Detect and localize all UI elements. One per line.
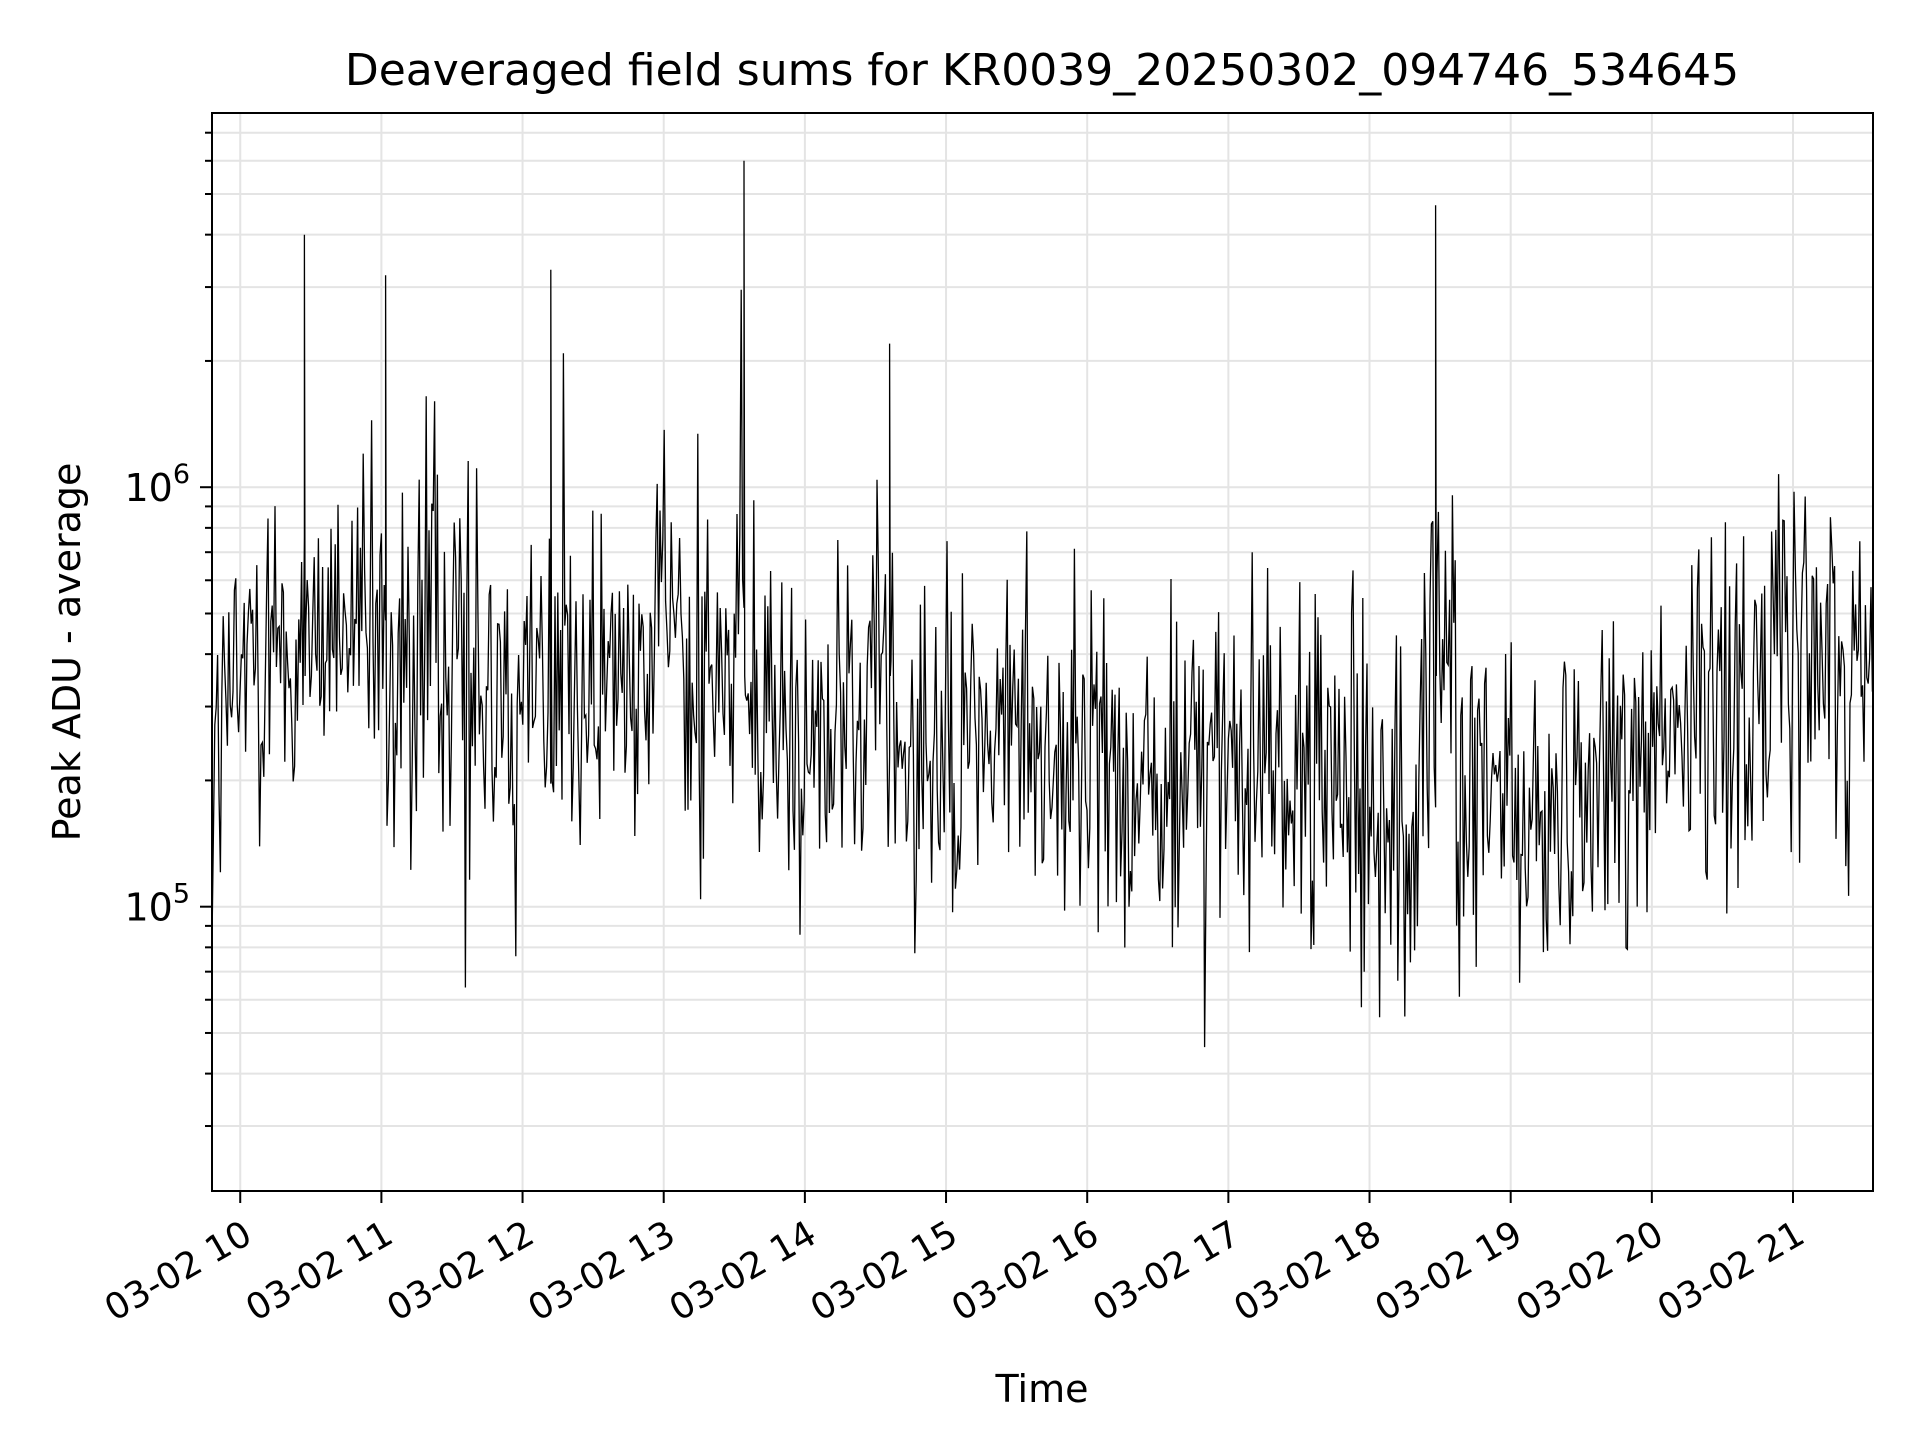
y-axis-label: Peak ADU - average — [45, 463, 89, 842]
x-tick-label: 03-02 18 — [1227, 1213, 1388, 1329]
x-tick-label: 03-02 15 — [804, 1213, 965, 1329]
y-tick-label: 105 — [124, 879, 190, 930]
x-tick-label: 03-02 17 — [1086, 1213, 1247, 1329]
x-tick-label: 03-02 16 — [945, 1213, 1106, 1329]
y-tick-label: 106 — [124, 459, 190, 510]
x-tick-label: 03-02 13 — [522, 1213, 683, 1329]
x-tick-label: 03-02 14 — [663, 1213, 824, 1329]
chart-title: Deaveraged field sums for KR0039_2025030… — [345, 45, 1739, 96]
x-tick-label: 03-02 20 — [1510, 1213, 1671, 1329]
x-axis-label: Time — [995, 1367, 1089, 1411]
x-tick-label: 03-02 11 — [239, 1213, 400, 1329]
grid-lines — [212, 113, 1873, 1191]
x-tick-label: 03-02 19 — [1369, 1213, 1530, 1329]
x-tick-label: 03-02 12 — [380, 1213, 541, 1329]
x-tick-label: 03-02 10 — [98, 1213, 259, 1329]
series-layer — [211, 160, 1874, 1048]
plot-frame — [211, 112, 1874, 1192]
y-ticks: 105 106 — [124, 131, 212, 1128]
series-line — [211, 160, 1874, 1048]
x-tick-label: 03-02 21 — [1651, 1213, 1812, 1329]
